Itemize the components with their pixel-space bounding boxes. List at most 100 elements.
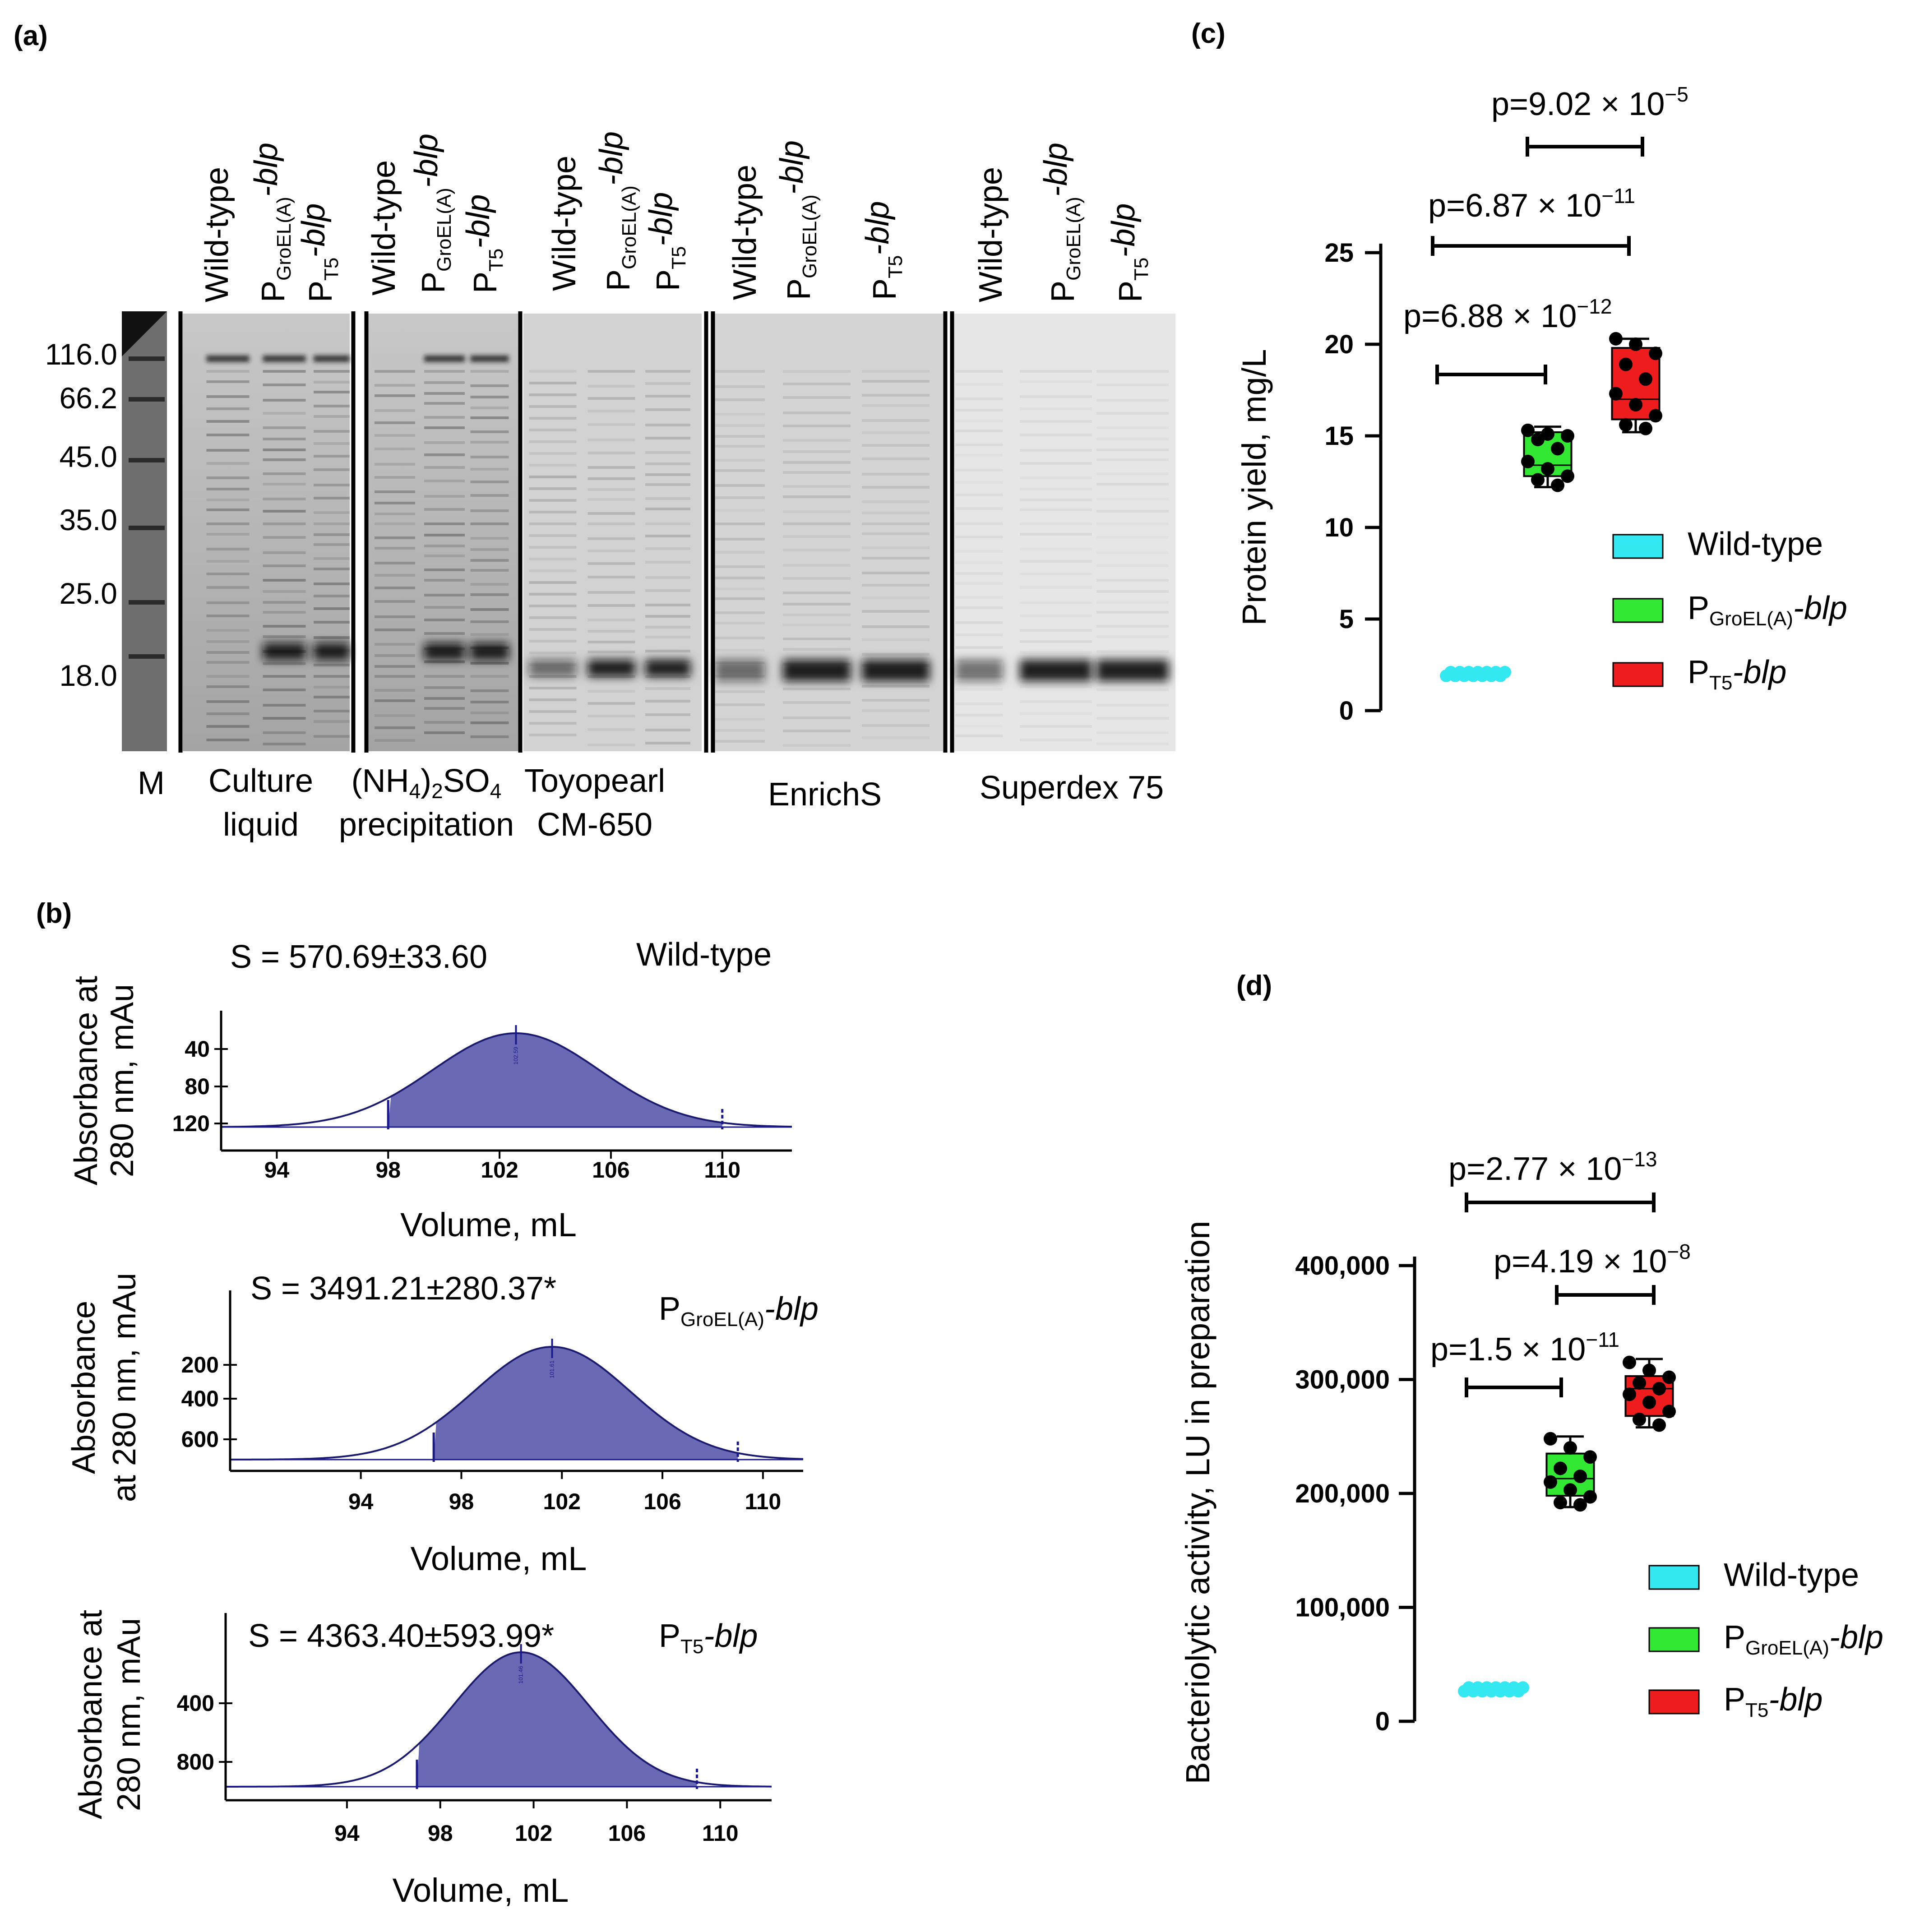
y-tick-label: 600 [181,1427,219,1452]
data-point [1649,409,1662,423]
gel-band [314,484,350,486]
legend: Wild-type PGroEL(A)-blp PT5-blp [1648,1557,1883,1721]
gel-band [715,522,765,525]
gel-band [645,382,690,385]
gel-band [715,445,765,448]
x-tick-label: 94 [348,1489,374,1514]
gel-band [424,731,465,734]
stage-toyopearl-line1: Toyopearl [524,763,665,799]
gel-band [470,384,509,387]
chromatogram-3: 101.46 94 98 102 106 110 400 800 Volume, mL Absor… [73,1610,772,1909]
gel-band [1096,689,1169,691]
gel-band [314,720,350,723]
gel-band [529,522,577,525]
gel-band [206,560,250,563]
gel-band [314,381,350,384]
gel-band-blp [470,643,509,660]
gel-band [529,652,577,654]
y-tick-label: 5 [1339,605,1354,634]
gel-band [529,628,577,631]
gel-band [314,522,350,525]
gel-band [956,454,1003,457]
gel-band [1096,412,1169,415]
gel-band [314,582,350,585]
gel-band [715,370,765,373]
gel-band [375,699,415,702]
gel-band [645,561,690,564]
gel-band [783,383,851,385]
gel-band [956,481,1003,484]
x-tick-label: 98 [428,1821,453,1846]
box-2 [1609,332,1662,435]
box-0 [1458,1681,1529,1698]
gel-band [470,701,509,703]
significance-bracket: p=1.5 × 10−11 [1430,1328,1619,1397]
gel-band [1020,434,1092,436]
gel-band [314,664,350,666]
lane-header-wt: Wild-type [546,156,583,291]
gel-band [424,686,465,689]
gel-band [956,688,1003,691]
data-point [1619,357,1633,371]
gel-band [314,735,350,738]
gel-band [645,700,690,703]
data-point [1554,1496,1567,1510]
gel-band [645,473,690,476]
gel-band [375,370,415,373]
gel-band [587,439,635,441]
gel-band [862,736,930,739]
peak-label: 101.61 [549,1360,555,1378]
gel-band [470,712,509,714]
gel-band [314,696,350,698]
gel-band [470,456,509,458]
gel-band [529,722,577,725]
lane-header-groel: PGroEL(A)-blp [774,140,821,300]
data-point [1633,1376,1646,1390]
gel-band [263,536,306,539]
gel-band [263,412,306,415]
gel-band-blp [862,660,930,681]
gel-band [1020,380,1092,383]
gel-band [424,534,465,536]
data-point [1517,1681,1529,1694]
chromatogram-strain-name: PGroEL(A)-blp [659,1291,819,1331]
stage-culture-line1: Culture [208,763,313,799]
gel-band [263,662,306,665]
gel-band [424,381,465,384]
gel-band [206,651,250,654]
gel-segment-toyopearl [523,314,702,751]
gel-band [862,596,930,599]
gel-band-blp [645,660,690,677]
gel-band [470,559,509,562]
box-0 [1440,666,1511,682]
gel-band-blp [587,660,635,677]
y-tick-label: 25 [1324,238,1354,268]
lane-header-groel: PGroEL(A)-blp [1038,143,1085,302]
gel-band [1020,725,1092,728]
gel-band [1096,483,1169,485]
gel-band-blp [529,660,577,677]
gel-band [470,608,509,611]
peak-area [434,1347,738,1460]
gel-band [862,431,930,434]
gel-band [424,426,465,429]
gel-band [206,508,250,511]
gel-band [529,476,577,478]
gel-band [715,729,765,732]
x-axis-label: Volume, mL [400,1206,577,1243]
data-point [1521,454,1535,468]
gel-band [715,622,765,624]
gel-band [375,536,415,539]
gel-band [645,576,690,579]
gel-band [375,448,415,450]
gel-band [206,685,250,688]
x-tick-label: 106 [608,1821,646,1846]
data-point [1573,1498,1587,1512]
gel-band [1096,704,1169,707]
chromatogram-panels: 102.59 94 98 102 106 110 40 80 120 Volume, mL Abso… [66,937,819,1909]
gel-band [1020,508,1092,511]
gel-band [587,630,635,633]
gel-band [1020,739,1092,741]
gel-band [1096,650,1169,653]
gel-band [1020,640,1092,643]
